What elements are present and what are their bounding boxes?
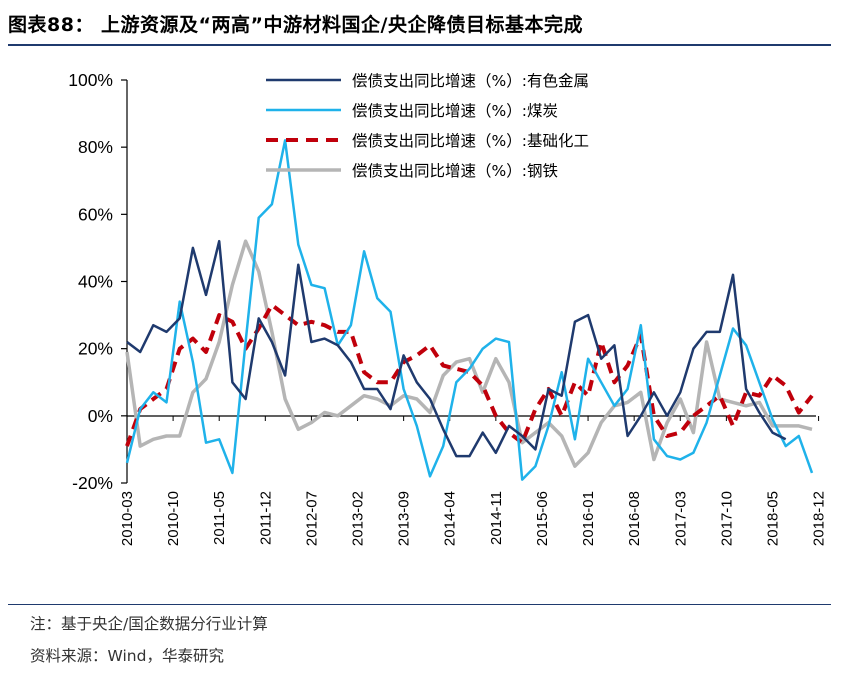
y-tick-label: 80% [78, 137, 113, 157]
figure-title: 图表88： 上游资源及“两高”中游材料国企/央企降债目标基本完成 [8, 14, 583, 36]
series-line-1 [125, 139, 814, 481]
y-tick-label: -20% [72, 473, 113, 493]
x-tick-label: 2010-03 [119, 491, 136, 546]
x-tick-label: 2011-05 [211, 491, 228, 545]
series-line-0 [126, 239, 787, 458]
x-tick-label: 2014-04 [442, 491, 459, 546]
x-tick-label: 2013-02 [350, 491, 367, 546]
x-tick-label: 2015-06 [534, 491, 551, 546]
y-tick-label: 40% [78, 272, 113, 292]
footnote: 注：基于央企/国企数据分行业计算 [30, 615, 268, 633]
series-line-3 [125, 239, 813, 468]
x-tick-label: 2017-10 [718, 491, 735, 546]
x-tick-label: 2010-10 [165, 491, 182, 546]
x-tick-label: 2013-09 [396, 491, 413, 546]
y-tick-label: 60% [78, 204, 113, 224]
x-tick-label: 2018-05 [764, 491, 781, 546]
x-tick-label: 2016-01 [580, 491, 597, 546]
source-note: 资料来源：Wind，华泰研究 [30, 647, 224, 665]
series-line-2 [125, 303, 814, 447]
footer-rule [8, 604, 831, 605]
legend-label-0: 偿债支出同比增速（%）:有色金属 [352, 72, 589, 90]
y-axis: -20% 0% 20% 40% 60% 80% 100% [68, 70, 128, 493]
y-tick-label: 20% [78, 339, 113, 359]
x-axis: 2010-03 2010-10 2011-05 2011-12 2012-07 2013-… [119, 415, 828, 546]
legend-label-1: 偿债支出同比增速（%）:煤炭 [352, 102, 558, 120]
x-tick-label: 2011-12 [257, 491, 274, 545]
x-tick-label: 2018-12 [811, 491, 828, 546]
x-tick-label: 2016-08 [626, 491, 643, 546]
x-tick-label: 2012-07 [303, 491, 320, 546]
legend: 偿债支出同比增速（%）:有色金属偿债支出同比增速（%）:煤炭偿债支出同比增速（%… [266, 72, 589, 180]
x-tick-label: 2014-11 [488, 491, 505, 545]
x-tick-label: 2017-03 [672, 491, 689, 546]
y-tick-label: 100% [68, 70, 113, 90]
legend-label-3: 偿债支出同比增速（%）:钢铁 [352, 162, 558, 180]
series-layer [125, 139, 814, 481]
title-rule [8, 44, 831, 46]
legend-label-2: 偿债支出同比增速（%）:基础化工 [352, 132, 589, 150]
y-tick-label: 0% [88, 406, 113, 426]
